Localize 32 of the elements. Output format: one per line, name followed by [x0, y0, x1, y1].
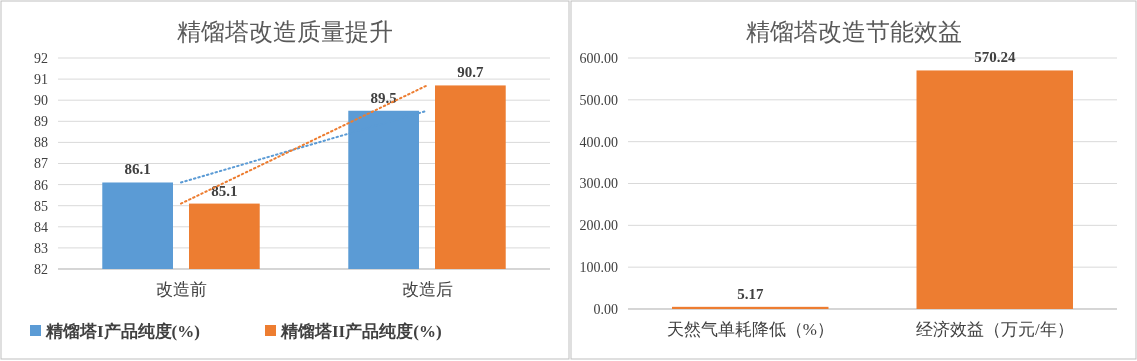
y-tick-label: 0.00: [593, 301, 618, 317]
y-tick-label: 87: [34, 156, 48, 172]
y-tick-label: 300.00: [579, 176, 618, 192]
data-label: 89.5: [370, 89, 397, 106]
y-tick-label: 91: [34, 72, 48, 87]
y-tick-label: 85: [34, 198, 48, 214]
chart-title: 精馏塔改造质量提升: [177, 19, 393, 45]
x-tick-label: 经济效益（万元/年）: [915, 320, 1074, 339]
y-tick-label: 500.00: [579, 92, 618, 108]
y-tick-label: 83: [34, 240, 48, 256]
data-label: 90.7: [457, 64, 484, 81]
x-tick-label: 改造前: [155, 280, 207, 299]
y-tick-label: 86: [34, 177, 48, 193]
legend-label: 精馏塔II产品纯度(%): [280, 321, 442, 341]
y-tick-label: 88: [34, 135, 48, 151]
y-tick-label: 82: [34, 261, 48, 277]
legend-label: 精馏塔I产品纯度(%): [45, 321, 200, 341]
data-label: 85.1: [211, 182, 238, 199]
chart-title: 精馏塔改造节能效益: [745, 19, 962, 45]
y-tick-label: 84: [34, 219, 48, 235]
data-label: 86.1: [124, 161, 151, 178]
y-tick-label: 600.00: [579, 50, 618, 66]
data-label: 5.17: [737, 285, 764, 302]
y-tick-label: 92: [34, 50, 48, 66]
x-tick-label: 天然气单耗降低（%）: [666, 320, 834, 339]
y-tick-label: 89: [34, 114, 48, 130]
x-tick-label: 改造后: [401, 280, 453, 299]
data-label: 570.24: [974, 49, 1016, 66]
y-tick-label: 400.00: [579, 134, 618, 150]
y-tick-label: 100.00: [579, 260, 618, 276]
y-tick-label: 90: [34, 93, 48, 109]
y-tick-label: 200.00: [579, 218, 618, 234]
